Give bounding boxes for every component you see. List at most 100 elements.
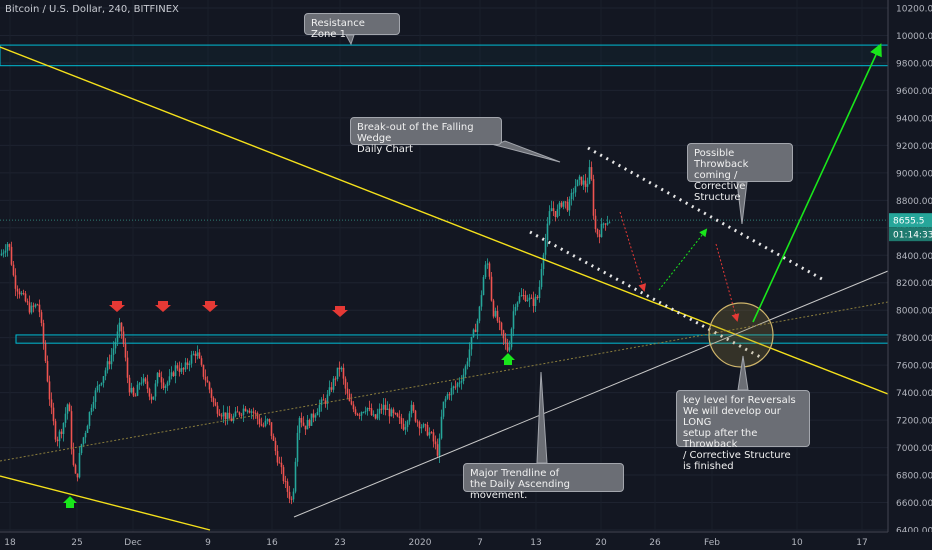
candle-body (56, 439, 59, 442)
candle-body (228, 412, 231, 419)
time-tick-label: 10 (791, 538, 803, 548)
candle-body (118, 322, 121, 332)
candle-body (50, 399, 53, 408)
candle-body (170, 372, 173, 377)
candle-body (326, 394, 329, 404)
candle-body (404, 427, 407, 430)
candle-body (304, 425, 307, 430)
candle-body (516, 302, 519, 307)
candle-body (78, 452, 81, 478)
candle-body (512, 311, 515, 329)
candle-body (532, 298, 535, 307)
candle-body (368, 407, 371, 409)
candle-body (182, 368, 185, 370)
candle-body (290, 498, 293, 500)
price-tick-label: 7600.00 (896, 362, 932, 372)
candle-body (586, 183, 589, 187)
candle-body (282, 467, 285, 482)
candle-body (210, 389, 213, 398)
candle-body (136, 384, 139, 396)
candle-body (394, 413, 397, 415)
candle-body (322, 399, 325, 401)
candle-body (486, 263, 489, 265)
candle-body (524, 295, 527, 302)
candle-body (496, 310, 499, 321)
candle-body (62, 422, 65, 435)
time-axis[interactable]: 18 25 Dec 9 16 23 2020 7 13 20 26 Feb 10 17 (0, 531, 932, 550)
candle-body (140, 382, 143, 384)
candle-body (42, 323, 45, 344)
candle-body (498, 320, 501, 323)
candle-body (454, 386, 457, 388)
candle-body (256, 413, 259, 419)
candle-body (114, 341, 117, 349)
candle-body (376, 413, 379, 419)
candle-body (152, 396, 155, 400)
candle-body (248, 410, 251, 413)
candle-body (466, 361, 469, 367)
price-tick-label: 9800.00 (896, 59, 932, 69)
candle-body (34, 304, 37, 307)
candle-body (420, 427, 423, 429)
callout-throwback: Possible Throwback coming / Corrective S… (687, 143, 793, 203)
candle-body (596, 229, 599, 235)
candle-body (144, 378, 147, 382)
candle-body (608, 222, 611, 224)
candle-body (382, 404, 385, 410)
candle-body (530, 297, 533, 299)
candle-body (68, 404, 71, 412)
candle-body (196, 352, 199, 357)
candle-body (328, 387, 331, 395)
candle-body (580, 176, 583, 185)
price-tick-label: 7000.00 (896, 444, 932, 454)
candle-body (30, 305, 33, 313)
countdown-badge: 01:14:33 (893, 231, 932, 241)
wedge-upper-line (0, 46, 889, 395)
candle-body (330, 387, 333, 390)
candle-body (604, 223, 607, 225)
candle-body (208, 382, 211, 390)
candle-body (370, 408, 373, 415)
candle-body (160, 376, 163, 383)
candle-body (568, 199, 571, 211)
candle-body (206, 380, 209, 383)
price-tick-label: 9400.00 (896, 114, 932, 124)
candle-body (458, 382, 461, 384)
projection-long (752, 43, 882, 323)
sell-arrow (332, 306, 348, 317)
candle-body (380, 408, 383, 410)
candle-body (564, 201, 567, 203)
projection-down-1 (619, 211, 647, 292)
candle-body (126, 357, 129, 378)
candle-body (600, 223, 603, 238)
candle-body (438, 438, 441, 456)
candle-body (362, 412, 365, 414)
candle-body (444, 398, 447, 402)
candle-body (10, 246, 13, 265)
candle-body (4, 250, 7, 253)
candle-body (24, 293, 27, 302)
candle-body (134, 395, 137, 397)
candle-body (372, 414, 375, 416)
candle-body (92, 401, 95, 408)
candle-body (436, 444, 439, 456)
price-tick-label: 10000.00 (896, 32, 932, 42)
candle-body (238, 412, 241, 415)
candle-body (0, 253, 3, 256)
candle-body (76, 473, 79, 478)
candle-body (260, 424, 263, 426)
candle-body (410, 404, 413, 414)
candle-body (470, 336, 473, 350)
candle-body (288, 491, 291, 499)
candle-body (184, 362, 187, 370)
candle-body (296, 432, 299, 462)
time-tick-label: 9 (205, 538, 211, 548)
callout-breakout: Break-out of the Falling Wedge Daily Cha… (350, 117, 502, 155)
candle-body (274, 440, 277, 452)
candle-body (452, 386, 455, 389)
candle-body (556, 209, 559, 218)
candle-body (344, 378, 347, 389)
price-axis[interactable]: 6400.00 6600.00 6800.00 7000.00 7200.00 7400.… (887, 0, 932, 550)
candle-body (110, 354, 113, 365)
